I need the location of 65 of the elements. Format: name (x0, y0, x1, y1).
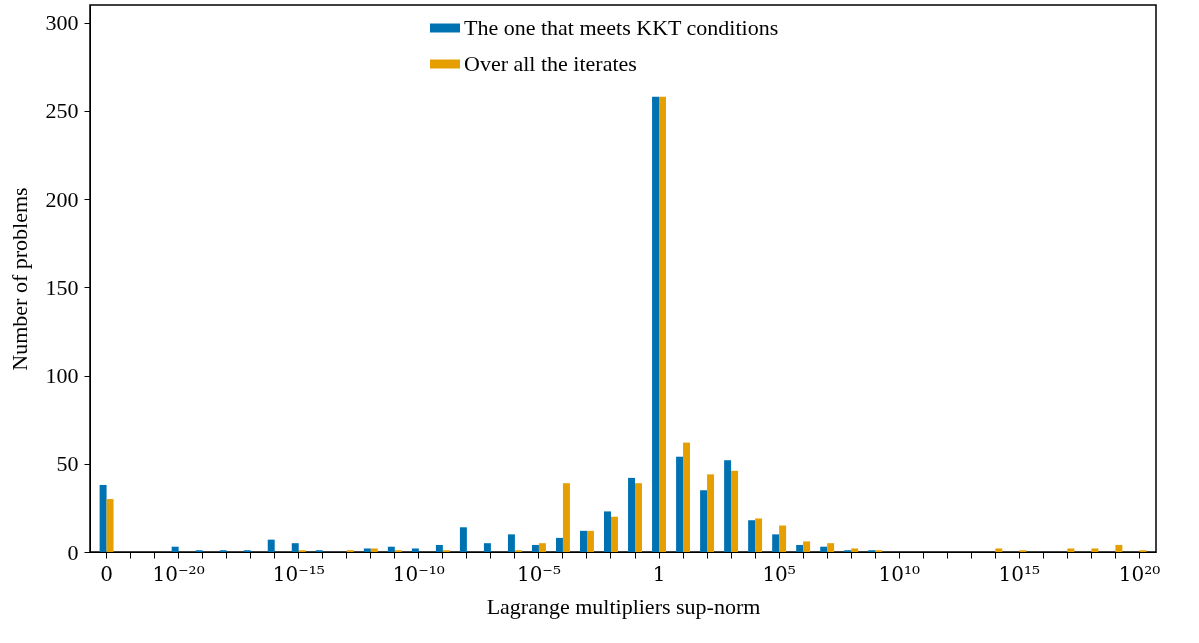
bar (555, 537, 563, 552)
bar (610, 516, 618, 552)
bar (291, 543, 299, 552)
bar (604, 511, 611, 552)
y-tick-label: 300 (45, 10, 79, 36)
x-tick-label: 10¹⁰ (878, 561, 920, 586)
bar (755, 518, 763, 552)
legend-label: Over all the iterates (464, 51, 637, 76)
bar (106, 499, 114, 552)
x-tick-label: 0 (100, 561, 113, 586)
bar (635, 483, 642, 552)
bar (772, 534, 780, 552)
bar (676, 456, 684, 552)
bar (459, 527, 467, 552)
bar (827, 543, 835, 552)
bar (820, 546, 828, 552)
bar (779, 525, 787, 552)
x-tick-label: 10⁻²⁰ (152, 561, 205, 586)
y-tick-label: 200 (45, 186, 79, 212)
y-tick-label: 50 (56, 451, 79, 477)
bar (267, 539, 275, 552)
bar (411, 548, 419, 552)
x-tick-label: 10¹⁵ (998, 561, 1041, 586)
bar (683, 442, 691, 552)
bar (387, 546, 395, 552)
x-tick-label: 10²⁰ (1118, 561, 1161, 586)
x-tick-label: 1 (652, 561, 666, 586)
bar (748, 520, 756, 552)
x-axis-title: Lagrange multipliers sup-norm (486, 593, 761, 619)
y-tick-label: 150 (45, 274, 79, 300)
x-tick-label: 10⁻⁵ (516, 561, 561, 586)
bar (851, 548, 859, 552)
bar (562, 483, 570, 552)
bar (435, 544, 443, 552)
y-tick-label: 100 (45, 363, 79, 389)
bar (659, 96, 666, 552)
bar (370, 548, 378, 552)
y-tick-label: 0 (67, 539, 79, 565)
bar (652, 96, 660, 552)
bar (538, 543, 546, 552)
bar (1091, 548, 1099, 552)
bar (724, 460, 732, 552)
legend-label: The one that meets KKT conditions (464, 15, 779, 40)
x-tick-label: 10⁵ (762, 561, 796, 586)
bar (707, 474, 715, 552)
bar (171, 546, 179, 552)
bar (1115, 544, 1123, 552)
bar (363, 548, 371, 552)
bar (580, 530, 587, 552)
bar (731, 470, 739, 552)
bar (796, 544, 804, 552)
y-axis-title: Number of problems (6, 187, 32, 371)
bar (483, 543, 491, 552)
bar (995, 548, 1003, 552)
bar (1067, 548, 1075, 552)
bar (507, 534, 515, 552)
x-tick-label: 10⁻¹⁵ (272, 561, 325, 586)
y-tick-label: 250 (45, 98, 79, 124)
bar (628, 477, 636, 552)
bar (700, 490, 708, 552)
bar (99, 484, 107, 552)
bar (803, 541, 811, 552)
bar (531, 544, 539, 552)
x-tick-label: 10⁻¹⁰ (392, 561, 445, 586)
bar (586, 530, 594, 552)
